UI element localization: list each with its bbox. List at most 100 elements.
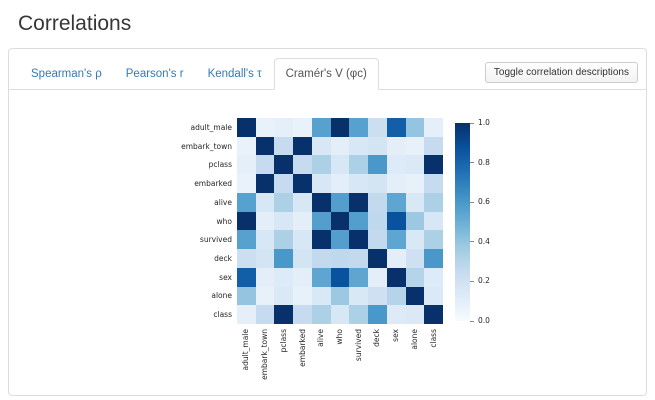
heatmap-cell-survived-deck bbox=[368, 230, 387, 250]
colorbar bbox=[455, 123, 470, 321]
row-label-pclass: pclass bbox=[208, 160, 232, 170]
heatmap-cell-alive-alive bbox=[311, 192, 331, 212]
colorbar-tickmark-0.6 bbox=[470, 201, 474, 203]
heatmap-cell-embark_town-alone bbox=[405, 136, 425, 156]
heatmap-cell-alone-pclass bbox=[274, 286, 294, 306]
heatmap-cell-embark_town-adult_male bbox=[237, 136, 256, 156]
heatmap-cell-sex-embark_town bbox=[255, 267, 275, 287]
colorbar-ticklabel-0.0: 0.0 bbox=[478, 316, 490, 325]
colorbar-tickmark-0.4 bbox=[470, 241, 474, 243]
heatmap-cell-deck-pclass bbox=[274, 249, 294, 268]
row-label-sex: sex bbox=[219, 272, 232, 282]
heatmap-cell-alive-embark_town bbox=[255, 192, 275, 212]
heatmap-cell-who-embarked bbox=[293, 211, 312, 231]
toggle-correlation-descriptions-button[interactable]: Toggle correlation descriptions bbox=[484, 62, 638, 83]
heatmap-cell-alive-sex bbox=[386, 192, 406, 212]
heatmap-cell-alone-alone bbox=[405, 286, 425, 306]
heatmap-cell-who-alive bbox=[311, 211, 331, 231]
heatmap-cell-embarked-adult_male bbox=[237, 174, 256, 193]
heatmap-cell-class-class bbox=[424, 305, 443, 324]
heatmap-cell-who-alone bbox=[405, 211, 425, 231]
heatmap-cell-deck-adult_male bbox=[237, 249, 256, 268]
heatmap-cell-deck-embark_town bbox=[255, 249, 275, 268]
tab-kendalls-tau[interactable]: Kendall's τ bbox=[207, 68, 262, 80]
row-label-adult_male: adult_male bbox=[190, 122, 232, 132]
heatmap-cell-embarked-survived bbox=[349, 174, 369, 193]
heatmap-cell-deck-class bbox=[424, 249, 443, 268]
heatmap-cell-alone-who bbox=[330, 286, 350, 306]
heatmap-cell-class-embarked bbox=[293, 305, 312, 324]
tab-pearsons-r[interactable]: Pearson's r bbox=[125, 68, 184, 80]
col-label-adult_male: adult_male bbox=[241, 329, 251, 371]
heatmap-cell-class-alone bbox=[405, 305, 425, 324]
colorbar-tickmark-0.2 bbox=[470, 280, 474, 282]
heatmap-cell-embarked-alive bbox=[311, 174, 331, 193]
heatmap-cell-who-sex bbox=[386, 211, 406, 231]
heatmap-cell-alone-adult_male bbox=[237, 286, 256, 306]
heatmap-cell-embarked-alone bbox=[405, 174, 425, 193]
heatmap-cell-adult_male-class bbox=[424, 118, 443, 137]
heatmap-cell-sex-who bbox=[330, 267, 350, 287]
tab-cramers-v[interactable]: Cramér's V (φc) bbox=[273, 58, 379, 90]
heatmap-cell-alone-sex bbox=[386, 286, 406, 306]
heatmap-cell-alive-who bbox=[330, 192, 350, 212]
heatmap-cell-embark_town-embark_town bbox=[255, 136, 275, 156]
row-label-embark_town: embark_town bbox=[181, 141, 232, 151]
heatmap-cell-pclass-alive bbox=[311, 155, 331, 175]
heatmap-cell-deck-deck bbox=[368, 249, 387, 268]
heatmap-cell-alive-pclass bbox=[274, 192, 294, 212]
heatmap-cell-sex-sex bbox=[386, 267, 406, 287]
colorbar-ticklabel-0.2: 0.2 bbox=[478, 276, 490, 286]
heatmap-cell-adult_male-embark_town bbox=[255, 118, 275, 137]
heatmap-cell-survived-embark_town bbox=[255, 230, 275, 250]
heatmap-cell-who-pclass bbox=[274, 211, 294, 231]
heatmap-cell-pclass-survived bbox=[349, 155, 369, 175]
colorbar-ticklabel-1.0: 1.0 bbox=[478, 118, 490, 127]
row-label-deck: deck bbox=[214, 253, 232, 263]
heatmap-cell-survived-alone bbox=[405, 230, 425, 250]
heatmap-cell-alone-survived bbox=[349, 286, 369, 306]
col-label-alive: alive bbox=[316, 329, 326, 347]
heatmap-cell-class-alive bbox=[311, 305, 331, 324]
heatmap-cell-alive-class bbox=[424, 192, 443, 212]
heatmap-cell-adult_male-adult_male bbox=[237, 118, 256, 137]
heatmap-cell-deck-alive bbox=[311, 249, 331, 268]
col-label-who: who bbox=[335, 329, 344, 345]
heatmap-cell-adult_male-alone bbox=[405, 118, 425, 137]
heatmap-cell-survived-alive bbox=[311, 230, 331, 250]
page-title: Correlations bbox=[18, 12, 132, 35]
heatmap-cell-alone-embarked bbox=[293, 286, 312, 306]
heatmap-cell-sex-adult_male bbox=[237, 267, 256, 287]
heatmap-cell-embarked-pclass bbox=[274, 174, 294, 193]
heatmap-cell-adult_male-deck bbox=[368, 118, 387, 137]
colorbar-tickmark-0.8 bbox=[470, 162, 474, 164]
heatmap-cell-alone-embark_town bbox=[255, 286, 275, 306]
heatmap-cell-embark_town-sex bbox=[386, 136, 406, 156]
heatmap-cell-pclass-alone bbox=[405, 155, 425, 175]
heatmap-cell-embarked-class bbox=[424, 174, 443, 193]
tab-spearmans-rho[interactable]: Spearman's ρ bbox=[31, 68, 102, 80]
heatmap-cell-class-embark_town bbox=[255, 305, 275, 324]
cramers-v-heatmap-figure: adult_male embark_town pclass embarked alive… bbox=[9, 90, 646, 396]
heatmap-cell-alive-alone bbox=[405, 192, 425, 212]
heatmap-cell-who-deck bbox=[368, 211, 387, 231]
col-label-class: class bbox=[428, 329, 438, 348]
correlation-tabbar: Spearman's ρ Pearson's r Kendall's τ Cramér… bbox=[9, 49, 646, 90]
heatmap-cell-who-who bbox=[330, 211, 350, 231]
heatmap-cell-class-sex bbox=[386, 305, 406, 324]
heatmap-cell-adult_male-pclass bbox=[274, 118, 294, 137]
col-label-deck: deck bbox=[372, 329, 382, 347]
row-label-survived: survived bbox=[199, 235, 232, 245]
col-label-pclass: pclass bbox=[278, 329, 288, 353]
heatmap-cell-survived-sex bbox=[386, 230, 406, 250]
heatmap-cell-sex-pclass bbox=[274, 267, 294, 287]
heatmap-cell-embark_town-embarked bbox=[293, 136, 312, 156]
heatmap-cell-sex-deck bbox=[368, 267, 387, 287]
heatmap-cell-sex-embarked bbox=[293, 267, 312, 287]
heatmap-cell-alive-adult_male bbox=[237, 192, 256, 212]
heatmap-cell-survived-class bbox=[424, 230, 443, 250]
heatmap-cell-pclass-sex bbox=[386, 155, 406, 175]
heatmap-cell-deck-sex bbox=[386, 249, 406, 268]
heatmap-cell-who-embark_town bbox=[255, 211, 275, 231]
heatmap-cell-adult_male-sex bbox=[386, 118, 406, 137]
